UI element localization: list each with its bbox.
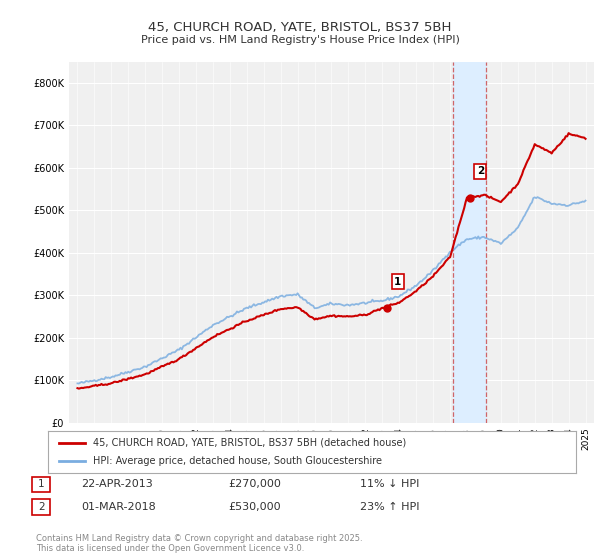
Text: 2: 2 (476, 166, 484, 176)
Text: 2: 2 (38, 502, 45, 512)
Text: 23% ↑ HPI: 23% ↑ HPI (360, 502, 419, 512)
Text: HPI: Average price, detached house, South Gloucestershire: HPI: Average price, detached house, Sout… (93, 456, 382, 466)
Text: Contains HM Land Registry data © Crown copyright and database right 2025.
This d: Contains HM Land Registry data © Crown c… (36, 534, 362, 553)
Text: 45, CHURCH ROAD, YATE, BRISTOL, BS37 5BH: 45, CHURCH ROAD, YATE, BRISTOL, BS37 5BH (148, 21, 452, 34)
Text: 11% ↓ HPI: 11% ↓ HPI (360, 479, 419, 489)
Text: 1: 1 (394, 277, 401, 287)
Text: 1: 1 (38, 479, 45, 489)
Text: 45, CHURCH ROAD, YATE, BRISTOL, BS37 5BH (detached house): 45, CHURCH ROAD, YATE, BRISTOL, BS37 5BH… (93, 438, 406, 448)
Bar (453, 62, 485, 423)
Text: 22-APR-2013: 22-APR-2013 (81, 479, 153, 489)
Text: Price paid vs. HM Land Registry's House Price Index (HPI): Price paid vs. HM Land Registry's House … (140, 35, 460, 45)
Text: 01-MAR-2018: 01-MAR-2018 (81, 502, 156, 512)
Text: £530,000: £530,000 (228, 502, 281, 512)
Text: £270,000: £270,000 (228, 479, 281, 489)
